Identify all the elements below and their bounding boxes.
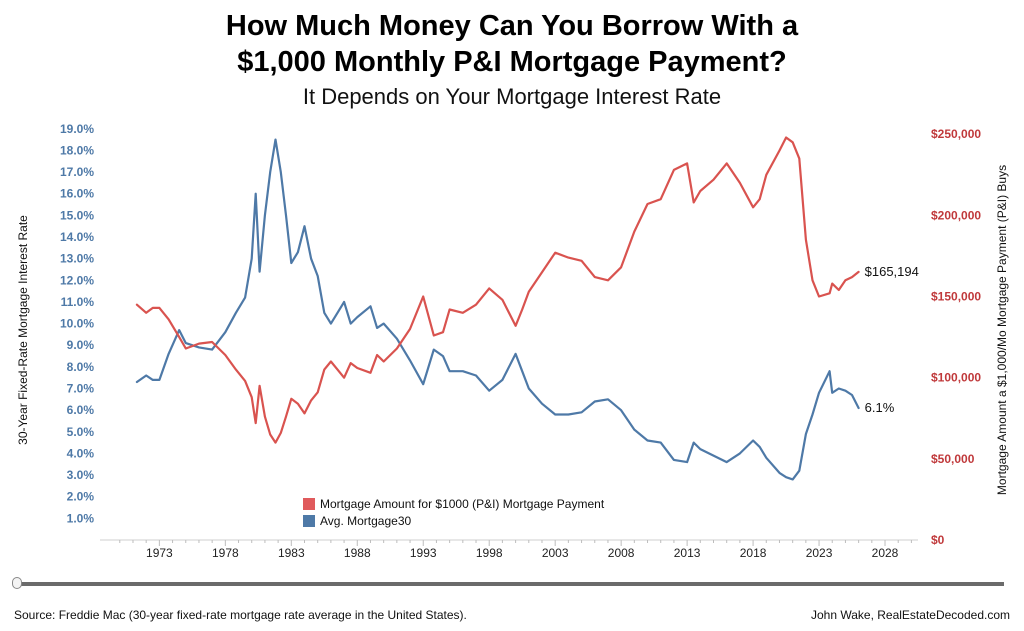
x-tick-label: 1973 [146,546,173,560]
left-tick-label: 1.0% [67,511,95,525]
right-tick-label: $200,000 [931,208,981,222]
left-tick-label: 12.0% [60,273,94,287]
left-tick-label: 6.0% [67,403,95,417]
source-note: Source: Freddie Mac (30-year fixed-rate … [14,608,467,622]
left-tick-label: 3.0% [67,468,95,482]
x-tick-label: 1978 [212,546,239,560]
left-axis-title: 30-Year Fixed-Rate Mortgage Interest Rat… [16,215,30,445]
x-tick-label: 1983 [278,546,305,560]
left-tick-label: 10.0% [60,317,94,331]
x-axis-ticks: 1973 1978 1983 1988 1993 1998 2003 2008 2013 2018… [119,540,912,560]
timeline-slider-track[interactable] [16,582,1004,586]
left-tick-label: 2.0% [67,490,95,504]
left-tick-label: 18.0% [60,143,94,157]
left-tick-label: 13.0% [60,252,94,266]
end-label-mortgage-amount: $165,194 [865,264,919,279]
chart-canvas: 1.0% 2.0% 3.0% 4.0% 5.0% 6.0% 7.0% 8.0% 9.0% 10.0… [16,122,1009,560]
x-tick-label: 2008 [608,546,635,560]
legend-swatch-mortgage-amount [303,498,315,510]
series-end-labels: 6.1% $165,194 [865,264,919,415]
right-tick-label: $150,000 [931,290,981,304]
right-tick-label: $100,000 [931,371,981,385]
x-tick-label: 1988 [344,546,371,560]
chart-title-line-2: $1,000 Monthly P&I Mortgage Payment? [237,46,787,78]
author-credit: John Wake, RealEstateDecoded.com [811,608,1010,622]
right-axis-title: Mortgage Amount a $1,000/Mo Mortgage Pay… [995,165,1009,495]
left-tick-label: 9.0% [67,338,95,352]
left-axis-ticks: 1.0% 2.0% 3.0% 4.0% 5.0% 6.0% 7.0% 8.0% 9.0% 10.0… [60,122,94,526]
x-tick-label: 2028 [872,546,899,560]
x-tick-label: 1998 [476,546,503,560]
chart-subtitle: It Depends on Your Mortgage Interest Rat… [302,84,722,109]
right-axis-ticks: $0 $50,000 $100,000 $150,000 $200,000 $250,00… [931,127,981,547]
left-tick-label: 7.0% [67,382,95,396]
right-tick-label: $250,000 [931,127,981,141]
series-line-mortgage30 [135,138,860,481]
left-tick-label: 4.0% [67,446,95,460]
x-tick-label: 1993 [410,546,437,560]
legend: Mortgage Amount for $1000 (P&I) Mortgage… [303,497,605,528]
right-tick-label: $0 [931,533,945,547]
legend-label-mortgage30: Avg. Mortgage30 [320,514,411,528]
left-tick-label: 15.0% [60,208,94,222]
left-tick-label: 8.0% [67,360,95,374]
end-label-mortgage30: 6.1% [865,400,895,415]
left-tick-label: 14.0% [60,230,94,244]
series-layer [135,136,860,481]
left-tick-label: 19.0% [60,122,94,136]
timeline-slider-handle[interactable] [12,577,22,589]
x-tick-label: 2013 [674,546,701,560]
legend-label-mortgage-amount: Mortgage Amount for $1000 (P&I) Mortgage… [320,497,605,511]
x-tick-label: 2003 [542,546,569,560]
series-line-mortgage-amount [135,136,860,444]
left-tick-label: 17.0% [60,165,94,179]
x-tick-label: 2018 [740,546,767,560]
left-tick-label: 11.0% [61,295,95,309]
left-tick-label: 16.0% [60,187,94,201]
left-tick-label: 5.0% [67,425,95,439]
chart-title-line-1: How Much Money Can You Borrow With a [225,10,799,42]
legend-swatch-mortgage30 [303,515,315,527]
right-tick-label: $50,000 [931,452,975,466]
x-tick-label: 2023 [806,546,833,560]
